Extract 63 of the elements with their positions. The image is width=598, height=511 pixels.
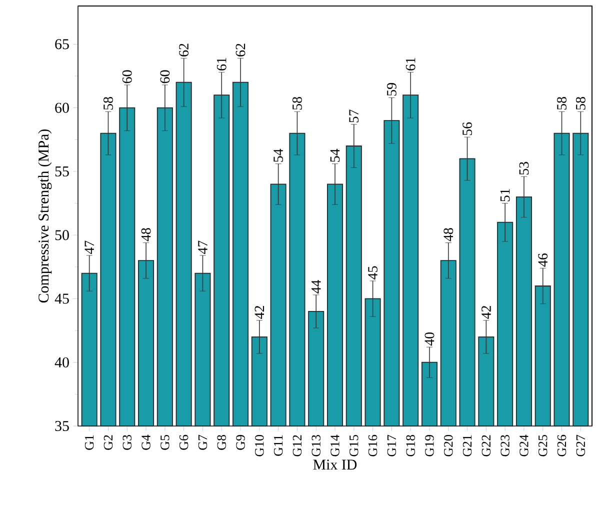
x-tick-label: G16 bbox=[368, 434, 378, 456]
y-axis-title: Compressive Strength (MPa) bbox=[38, 130, 52, 303]
data-label: 47 bbox=[198, 240, 208, 254]
data-label: 57 bbox=[349, 110, 359, 122]
x-tick-label: G20 bbox=[444, 435, 453, 456]
x-tick-label: G7 bbox=[198, 434, 208, 450]
x-tick-label: G15 bbox=[350, 435, 358, 456]
y-tick-label: 35 bbox=[55, 420, 69, 432]
data-label: 56 bbox=[462, 122, 472, 136]
x-tick-label: G6 bbox=[179, 434, 188, 450]
data-label: 58 bbox=[292, 97, 302, 110]
data-label: 53 bbox=[519, 162, 529, 175]
y-tick-label: 45 bbox=[54, 294, 69, 304]
data-label: 62 bbox=[236, 44, 246, 56]
x-tick-label: G8 bbox=[217, 435, 226, 450]
y-tick-label: 55 bbox=[55, 166, 69, 176]
x-tick-label: G21 bbox=[462, 435, 472, 456]
x-tick-label: G4 bbox=[142, 434, 150, 450]
data-label: 54 bbox=[330, 148, 340, 162]
x-tick-label: G17 bbox=[387, 434, 396, 456]
data-label: 48 bbox=[444, 228, 454, 242]
data-label: 54 bbox=[274, 148, 283, 162]
data-label: 58 bbox=[576, 97, 586, 110]
x-tick-label: G3 bbox=[122, 435, 132, 450]
data-label: 61 bbox=[216, 58, 226, 70]
x-axis-title: Mix ID bbox=[313, 460, 357, 470]
x-tick-label: G10 bbox=[255, 435, 264, 456]
data-label: 47 bbox=[84, 240, 94, 254]
data-label: 51 bbox=[500, 188, 510, 202]
data-label: 60 bbox=[160, 70, 170, 84]
data-label: 48 bbox=[141, 228, 151, 242]
x-tick-label: G25 bbox=[538, 435, 548, 456]
x-tick-label: G19 bbox=[425, 435, 434, 456]
data-label: 40 bbox=[424, 332, 434, 346]
x-tick-label: G12 bbox=[292, 435, 302, 456]
data-label: 61 bbox=[406, 58, 416, 70]
x-tick-label: G24 bbox=[520, 434, 528, 456]
x-tick-label: G9 bbox=[236, 435, 245, 450]
x-tick-label: G27 bbox=[576, 434, 586, 456]
x-tick-label: G22 bbox=[482, 435, 491, 456]
x-tick-label: G5 bbox=[160, 435, 170, 450]
x-tick-label: G26 bbox=[557, 434, 566, 456]
data-label: 46 bbox=[538, 253, 548, 267]
data-label: 62 bbox=[179, 44, 189, 56]
x-tick-label: G14 bbox=[330, 434, 340, 456]
data-label: 44 bbox=[312, 280, 321, 294]
x-tick-label: G13 bbox=[312, 435, 320, 456]
y-tick-label: 65 bbox=[55, 39, 69, 50]
data-label: 42 bbox=[254, 306, 264, 319]
data-label: 58 bbox=[557, 97, 566, 110]
data-label: 58 bbox=[104, 97, 113, 110]
x-tick-label: G1 bbox=[84, 435, 94, 450]
x-tick-label: G18 bbox=[406, 435, 415, 456]
x-tick-label: G23 bbox=[500, 435, 510, 456]
data-label: 59 bbox=[387, 83, 396, 96]
data-label: 60 bbox=[122, 70, 132, 84]
data-label: 42 bbox=[482, 306, 491, 319]
x-tick-label: G11 bbox=[274, 435, 283, 456]
y-tick-label: 60 bbox=[55, 102, 69, 113]
y-tick-label: 40 bbox=[54, 357, 69, 368]
data-label: 45 bbox=[368, 266, 378, 280]
y-tick-label: 50 bbox=[55, 230, 69, 240]
x-tick-label: G2 bbox=[104, 435, 113, 450]
